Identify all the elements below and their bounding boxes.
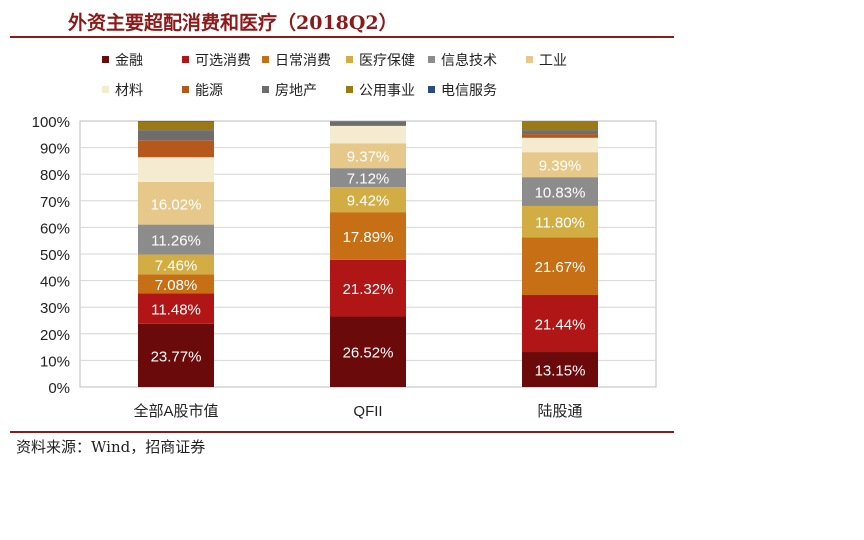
bar-segment <box>330 168 406 188</box>
legend-swatch <box>526 56 533 63</box>
bar-segment <box>330 212 406 260</box>
data-label: 9.42% <box>347 193 390 210</box>
legend-swatch <box>428 56 435 63</box>
legend-label: 金融 <box>115 53 143 69</box>
bar-segment <box>522 237 598 295</box>
data-label: 13.15% <box>535 363 586 380</box>
legend-swatch <box>428 86 435 93</box>
legend-label: 公用事业 <box>359 83 415 99</box>
title-divider <box>10 36 674 38</box>
data-label: 21.32% <box>343 281 394 298</box>
data-label: 9.37% <box>347 149 390 166</box>
bar-segment <box>138 293 214 324</box>
legend-label: 医疗保健 <box>359 53 415 69</box>
legend-swatch <box>182 56 189 63</box>
legend-label: 电信服务 <box>441 83 497 99</box>
bar-segment <box>522 130 598 135</box>
y-tick-label: 10% <box>40 353 70 370</box>
data-label: 9.39% <box>539 158 582 175</box>
y-tick-label: 40% <box>40 274 70 291</box>
data-label: 10.83% <box>535 185 586 202</box>
bar-segment <box>138 121 214 122</box>
y-tick-label: 30% <box>40 300 70 317</box>
x-tick-label: 陆股通 <box>537 403 582 420</box>
bar-segment <box>522 134 598 138</box>
bar-segment <box>330 187 406 213</box>
bar-segment <box>330 125 406 126</box>
chart-title: 外资主要超配消费和医疗（2018Q2） <box>68 12 398 34</box>
legend-label: 房地产 <box>275 83 317 99</box>
legend-label: 可选消费 <box>195 53 251 69</box>
bar-segment <box>138 224 214 255</box>
data-label: 7.08% <box>155 277 198 294</box>
bar-segment <box>330 121 406 122</box>
data-label: 11.48% <box>151 302 201 319</box>
source-divider <box>10 431 674 433</box>
bar-segment <box>138 274 214 294</box>
legend-label: 信息技术 <box>441 52 497 69</box>
y-tick-label: 70% <box>40 194 70 211</box>
legend-swatch <box>102 86 109 93</box>
bar-segment <box>522 137 598 153</box>
x-tick-label: QFII <box>353 403 382 420</box>
bar-segment <box>138 254 214 275</box>
y-tick-label: 90% <box>40 141 70 158</box>
legend-label: 工业 <box>539 53 567 69</box>
bar-segment <box>330 143 406 169</box>
y-tick-label: 100% <box>32 114 70 131</box>
bar-segment <box>138 323 214 387</box>
x-tick-label: 全部A股市值 <box>133 402 218 420</box>
bar-segment <box>330 125 406 144</box>
legend-swatch <box>346 86 353 93</box>
y-tick-label: 20% <box>40 327 70 344</box>
bar-segment <box>522 205 598 238</box>
bar-segment <box>138 181 214 225</box>
y-tick-label: 80% <box>40 167 70 184</box>
bar-segment <box>138 130 214 141</box>
legend-label: 日常消费 <box>275 53 331 69</box>
data-label: 7.46% <box>155 257 198 274</box>
bar-segment <box>522 352 598 387</box>
bar-segment <box>138 140 214 158</box>
data-label: 21.44% <box>535 317 586 334</box>
legend-swatch <box>102 56 109 63</box>
data-label: 26.52% <box>343 345 394 362</box>
legend-swatch <box>346 56 353 63</box>
data-label: 21.67% <box>535 259 586 276</box>
source-note: 资料来源：Wind，招商证券 <box>16 438 206 456</box>
bar-segment <box>522 152 598 178</box>
bar-segment <box>138 157 214 182</box>
data-label: 11.80% <box>535 215 585 232</box>
bar-segment <box>330 316 406 387</box>
bar-segment <box>522 121 598 131</box>
legend-label: 能源 <box>195 83 223 99</box>
y-tick-label: 0% <box>48 380 70 397</box>
bar-segment <box>522 294 598 353</box>
y-tick-label: 60% <box>40 220 70 237</box>
legend-label: 材料 <box>115 83 143 99</box>
bar-segment <box>330 259 406 317</box>
bar-segment <box>330 121 406 126</box>
data-label: 17.89% <box>343 229 394 246</box>
data-label: 23.77% <box>151 348 202 365</box>
legend-swatch <box>262 56 269 63</box>
data-label: 16.02% <box>151 196 202 213</box>
legend-swatch <box>262 86 269 93</box>
bar-segment <box>522 177 598 206</box>
y-tick-label: 50% <box>40 247 70 264</box>
legend-swatch <box>182 86 189 93</box>
data-label: 7.12% <box>347 171 390 188</box>
bar-segment <box>138 121 214 131</box>
data-label: 11.26% <box>151 233 201 250</box>
